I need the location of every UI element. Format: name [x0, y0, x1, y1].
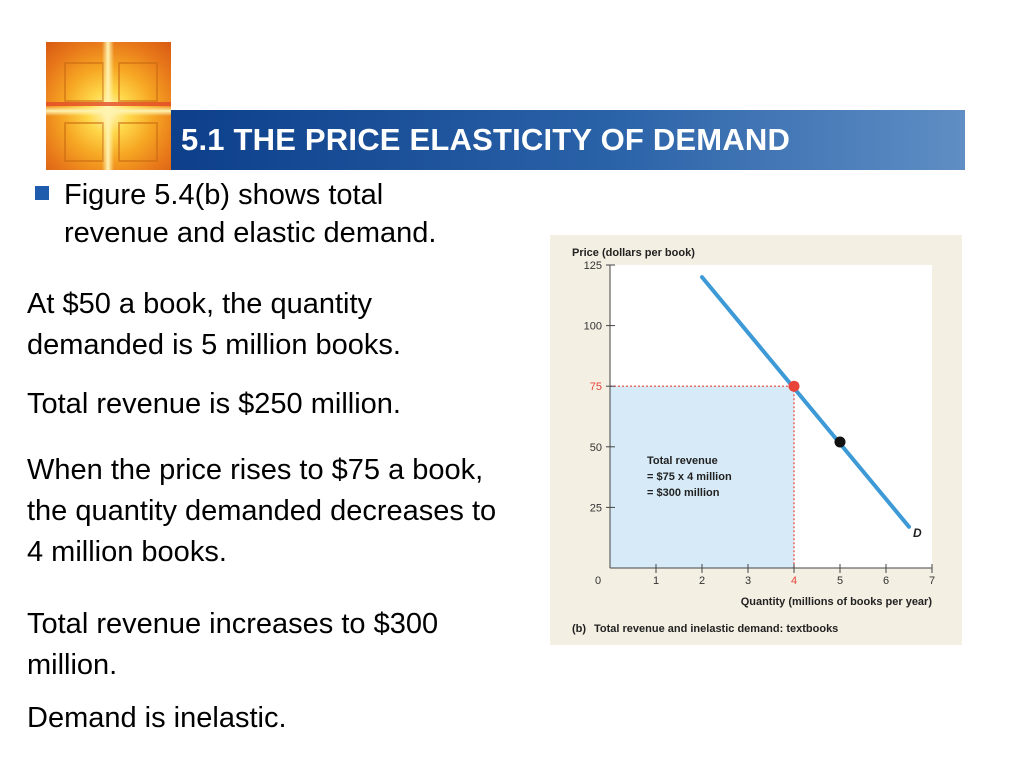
total-revenue-annotation: = $75 x 4 million [647, 471, 732, 483]
total-revenue-annotation: Total revenue [647, 455, 718, 467]
x-axis-label: Quantity (millions of books per year) [741, 596, 933, 608]
bullet-text: Figure 5.4(b) shows total revenue and el… [64, 179, 437, 249]
data-point [788, 380, 800, 392]
x-tick-label: 4 [791, 575, 797, 587]
chart-caption: Total revenue and inelastic demand: text… [594, 623, 838, 635]
chart-caption-prefix: (b) [572, 623, 586, 635]
y-axis-label: Price (dollars per book) [572, 247, 695, 259]
x-tick-label: 1 [653, 575, 659, 587]
paragraph-demand-inelastic: Demand is inelastic. [27, 702, 287, 734]
y-tick-label: 125 [584, 260, 602, 272]
x-tick-label: 6 [883, 575, 889, 587]
x-tick-label: 2 [699, 575, 705, 587]
data-point [834, 436, 846, 448]
x-tick-label: 5 [837, 575, 843, 587]
y-tick-label: 100 [584, 321, 602, 333]
origin-label: 0 [595, 575, 601, 587]
title-bar: 5.1 THE PRICE ELASTICITY OF DEMAND [171, 110, 965, 170]
paragraph-quantity-at-50: At $50 a book, the quantity demanded is … [27, 288, 401, 361]
y-tick-label: 50 [590, 442, 602, 454]
demand-curve [700, 275, 911, 529]
logo-cross-graphic [46, 42, 171, 170]
demand-curve-label: D [913, 526, 922, 540]
x-tick-label: 7 [929, 575, 935, 587]
chart-frame: 25 50 75 100 125 1 2 3 4 5 6 7 0 Price (dollars per b… [550, 235, 962, 645]
bullet-square-icon [35, 186, 49, 200]
y-tick-label: 25 [590, 502, 602, 514]
x-tick-label: 3 [745, 575, 751, 587]
slide-title: 5.1 THE PRICE ELASTICITY OF DEMAND [181, 122, 791, 157]
paragraph-price-rises: When the price rises to $75 a book, the … [27, 454, 497, 568]
total-revenue-area [610, 386, 794, 568]
y-tick-label: 75 [590, 381, 602, 393]
total-revenue-annotation: = $300 million [647, 487, 720, 499]
paragraph-revenue-increases: Total revenue increases to $300 million. [27, 608, 439, 681]
paragraph-total-revenue-250: Total revenue is $250 million. [27, 388, 401, 420]
demand-chart: 25 50 75 100 125 1 2 3 4 5 6 7 0 Price (dollars per b… [572, 247, 935, 635]
